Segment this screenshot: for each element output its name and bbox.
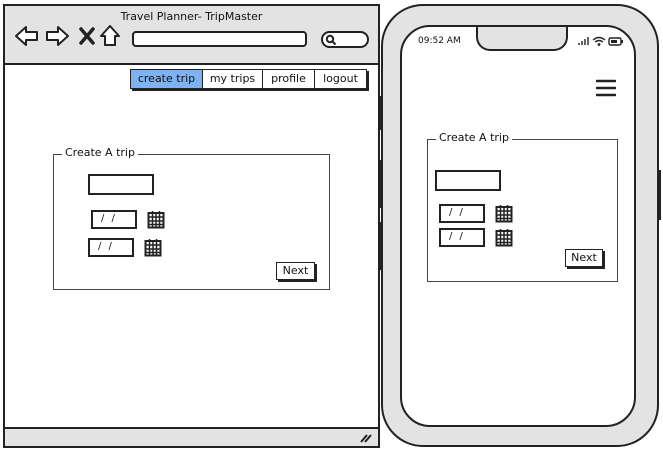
calendar-icon[interactable] bbox=[144, 238, 162, 257]
hamburger-icon[interactable] bbox=[596, 79, 616, 97]
phone-screen: 09:52 AM Create A trip / / bbox=[400, 25, 636, 427]
trip-name-input[interactable] bbox=[88, 174, 154, 195]
magnifier-icon bbox=[325, 34, 337, 46]
end-date-input[interactable]: / / bbox=[439, 228, 485, 247]
phone-notch bbox=[476, 27, 568, 51]
browser-toolbar: Travel Planner- TripMaster bbox=[5, 6, 378, 65]
start-date-input[interactable]: / / bbox=[91, 210, 137, 229]
window-title: Travel Planner- TripMaster bbox=[120, 10, 263, 23]
next-button[interactable]: Next bbox=[565, 249, 603, 267]
menu-item-create-trip[interactable]: create trip bbox=[131, 70, 203, 88]
create-trip-group: Create A trip / / / / Next bbox=[427, 131, 618, 282]
browser-window: Travel Planner- TripMaster create trip m… bbox=[3, 4, 380, 448]
address-bar[interactable] bbox=[132, 31, 307, 47]
group-title: Create A trip bbox=[62, 146, 138, 159]
calendar-icon[interactable] bbox=[495, 204, 513, 223]
resize-grip-icon[interactable] bbox=[360, 433, 372, 443]
battery-icon bbox=[608, 37, 623, 46]
trip-name-input[interactable] bbox=[435, 170, 501, 191]
home-icon[interactable] bbox=[99, 24, 121, 48]
menu-item-logout[interactable]: logout bbox=[323, 72, 358, 85]
end-date-input[interactable]: / / bbox=[88, 238, 134, 257]
status-time: 09:52 AM bbox=[418, 36, 461, 46]
phone-frame: 09:52 AM Create A trip / / bbox=[381, 4, 659, 447]
search-box[interactable] bbox=[321, 31, 369, 48]
arrow-left-icon[interactable] bbox=[14, 24, 40, 48]
start-date-input[interactable]: / / bbox=[439, 204, 485, 223]
create-trip-group: Create A trip / / / / Next bbox=[53, 146, 330, 290]
next-button[interactable]: Next bbox=[276, 262, 315, 280]
calendar-icon[interactable] bbox=[495, 228, 513, 247]
wifi-icon bbox=[592, 36, 606, 46]
phone-power-key bbox=[657, 170, 661, 220]
calendar-icon[interactable] bbox=[147, 210, 165, 229]
x-icon[interactable] bbox=[77, 24, 97, 48]
menu-item-profile[interactable]: profile bbox=[263, 70, 315, 88]
arrow-right-icon[interactable] bbox=[44, 24, 70, 48]
menu-item-my-trips[interactable]: my trips bbox=[203, 70, 263, 88]
browser-statusbar bbox=[5, 427, 378, 446]
status-icons bbox=[578, 36, 623, 46]
group-title: Create A trip bbox=[436, 131, 512, 144]
signal-icon bbox=[578, 37, 589, 45]
top-nav-menu: create trip my trips profile logout bbox=[130, 69, 367, 89]
